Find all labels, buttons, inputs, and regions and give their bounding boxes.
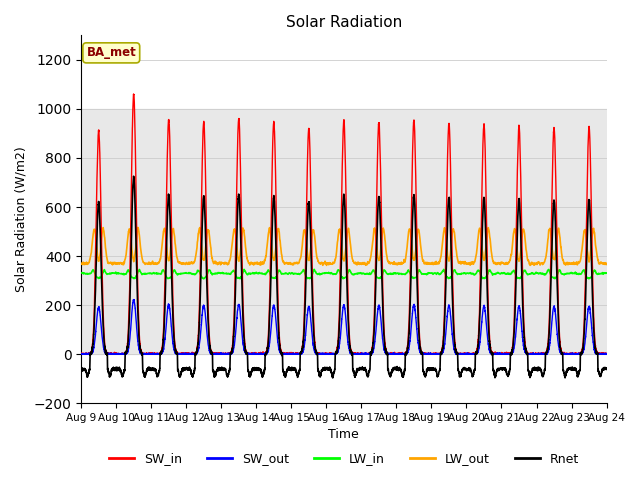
Y-axis label: Solar Radiation (W/m2): Solar Radiation (W/m2) [15,146,28,292]
Text: BA_met: BA_met [86,47,136,60]
X-axis label: Time: Time [328,429,359,442]
Bar [81,109,607,354]
Title: Solar Radiation: Solar Radiation [285,15,402,30]
Legend: SW_in, SW_out, LW_in, LW_out, Rnet: SW_in, SW_out, LW_in, LW_out, Rnet [104,447,584,470]
